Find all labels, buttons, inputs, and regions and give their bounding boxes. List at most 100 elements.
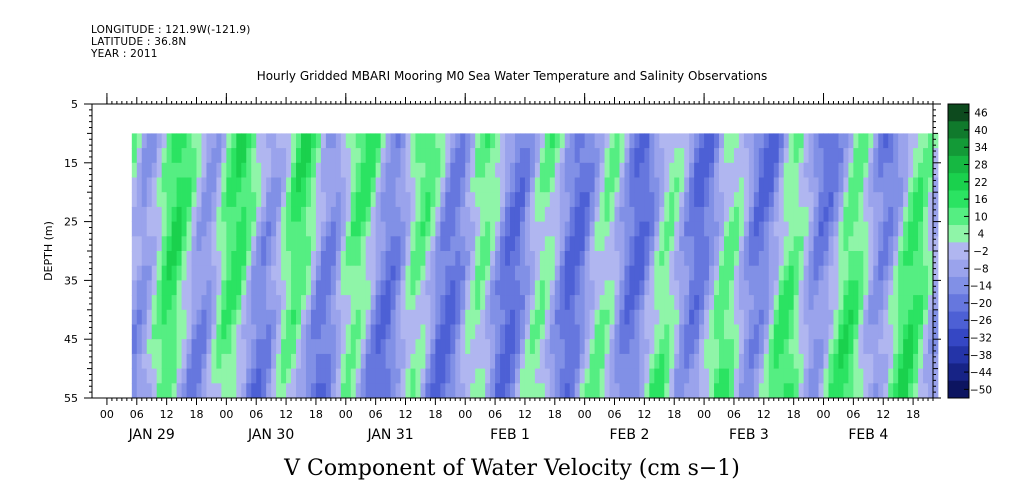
heat-cell [370,162,377,178]
heat-cell [619,148,625,164]
heat-cell [266,309,272,325]
heat-cell [529,368,536,384]
heat-cell [649,162,655,178]
heat-cell [783,383,790,399]
heat-cell [719,295,725,311]
heat-cell [589,148,596,164]
heat-cell [539,192,546,208]
heat-cell [554,339,561,355]
heat-cell [908,148,914,164]
heat-cell [773,324,780,340]
heat-cell [848,383,854,399]
heat-cell [405,383,411,399]
heat-cell [241,383,247,399]
heat-cell [813,265,819,281]
heat-cell [624,353,630,369]
heat-cell [903,162,909,178]
heat-cell [296,309,302,325]
heat-cell [246,368,252,384]
heat-cell [793,177,800,193]
x-day-label: FEB 3 [729,427,769,443]
heat-cell [216,295,222,311]
colorbar-label: 40 [974,125,987,137]
heat-cell [350,192,357,208]
heat-cell [161,295,168,311]
heat-cell [445,162,451,178]
heat-cell [435,309,441,325]
heat-cell [723,148,730,164]
heat-cell [181,221,187,237]
heat-cell [659,206,665,222]
heat-cell [291,162,297,178]
y-tick-label: 45 [64,333,78,346]
heat-cell [788,353,795,369]
heat-cell [330,251,337,267]
heat-cell [296,162,302,178]
heat-cell [868,221,874,237]
heat-cell [654,148,660,164]
x-hour-tick-label: 18 [787,408,801,421]
heat-cell [455,339,461,355]
heat-cell [475,295,481,311]
heat-cell [624,236,630,252]
heat-cell [430,265,436,281]
heat-cell [485,221,491,237]
heat-cell [669,339,675,355]
heat-cell [818,192,824,208]
heat-cell [714,236,720,252]
heat-cell [435,280,441,296]
heat-cell [778,206,785,222]
heat-cell [728,206,735,222]
heat-cell [853,206,859,222]
heat-cell [778,148,785,164]
heat-cell [355,236,362,252]
heat-cell [629,177,635,193]
heat-cell [345,206,352,222]
heat-cell [928,295,934,311]
heat-cell [246,309,252,325]
heat-cell [569,339,576,355]
heat-cell [554,221,561,237]
heat-cell [400,236,406,252]
heat-cell [176,221,182,237]
heat-cell [639,221,645,237]
heat-cell [151,221,158,237]
heat-cell [858,236,864,252]
heat-cell [370,221,377,237]
heat-cell [385,162,391,178]
heat-cell [793,192,800,208]
heat-cell [345,353,352,369]
heat-cell [709,383,715,399]
heat-cell [191,309,197,325]
heat-cell [554,206,561,222]
heat-cell [490,295,496,311]
heat-cell [395,206,401,222]
heat-cell [345,192,352,208]
heat-cell [514,251,521,267]
heat-cell [928,339,934,355]
heat-cell [534,353,541,369]
heat-cell [146,353,153,369]
heat-cell [544,265,551,281]
heat-cell [216,236,222,252]
heat-cell [370,280,377,296]
heat-cell [166,206,173,222]
heat-cell [763,236,770,252]
heat-cell [768,162,775,178]
heat-cell [813,309,819,325]
heat-cell [440,221,446,237]
heat-cell [156,324,163,340]
heat-cell [664,251,670,267]
heat-cell [679,236,685,252]
heat-cell [385,206,391,222]
heat-cell [460,324,466,340]
heat-cell [589,221,596,237]
heat-cell [918,133,924,149]
heat-cell [266,383,272,399]
heat-cell [131,383,138,399]
heat-cell [823,280,829,296]
heat-cell [286,133,292,149]
heat-cell [514,280,521,296]
heat-cell [440,324,446,340]
heat-cell [480,236,486,252]
